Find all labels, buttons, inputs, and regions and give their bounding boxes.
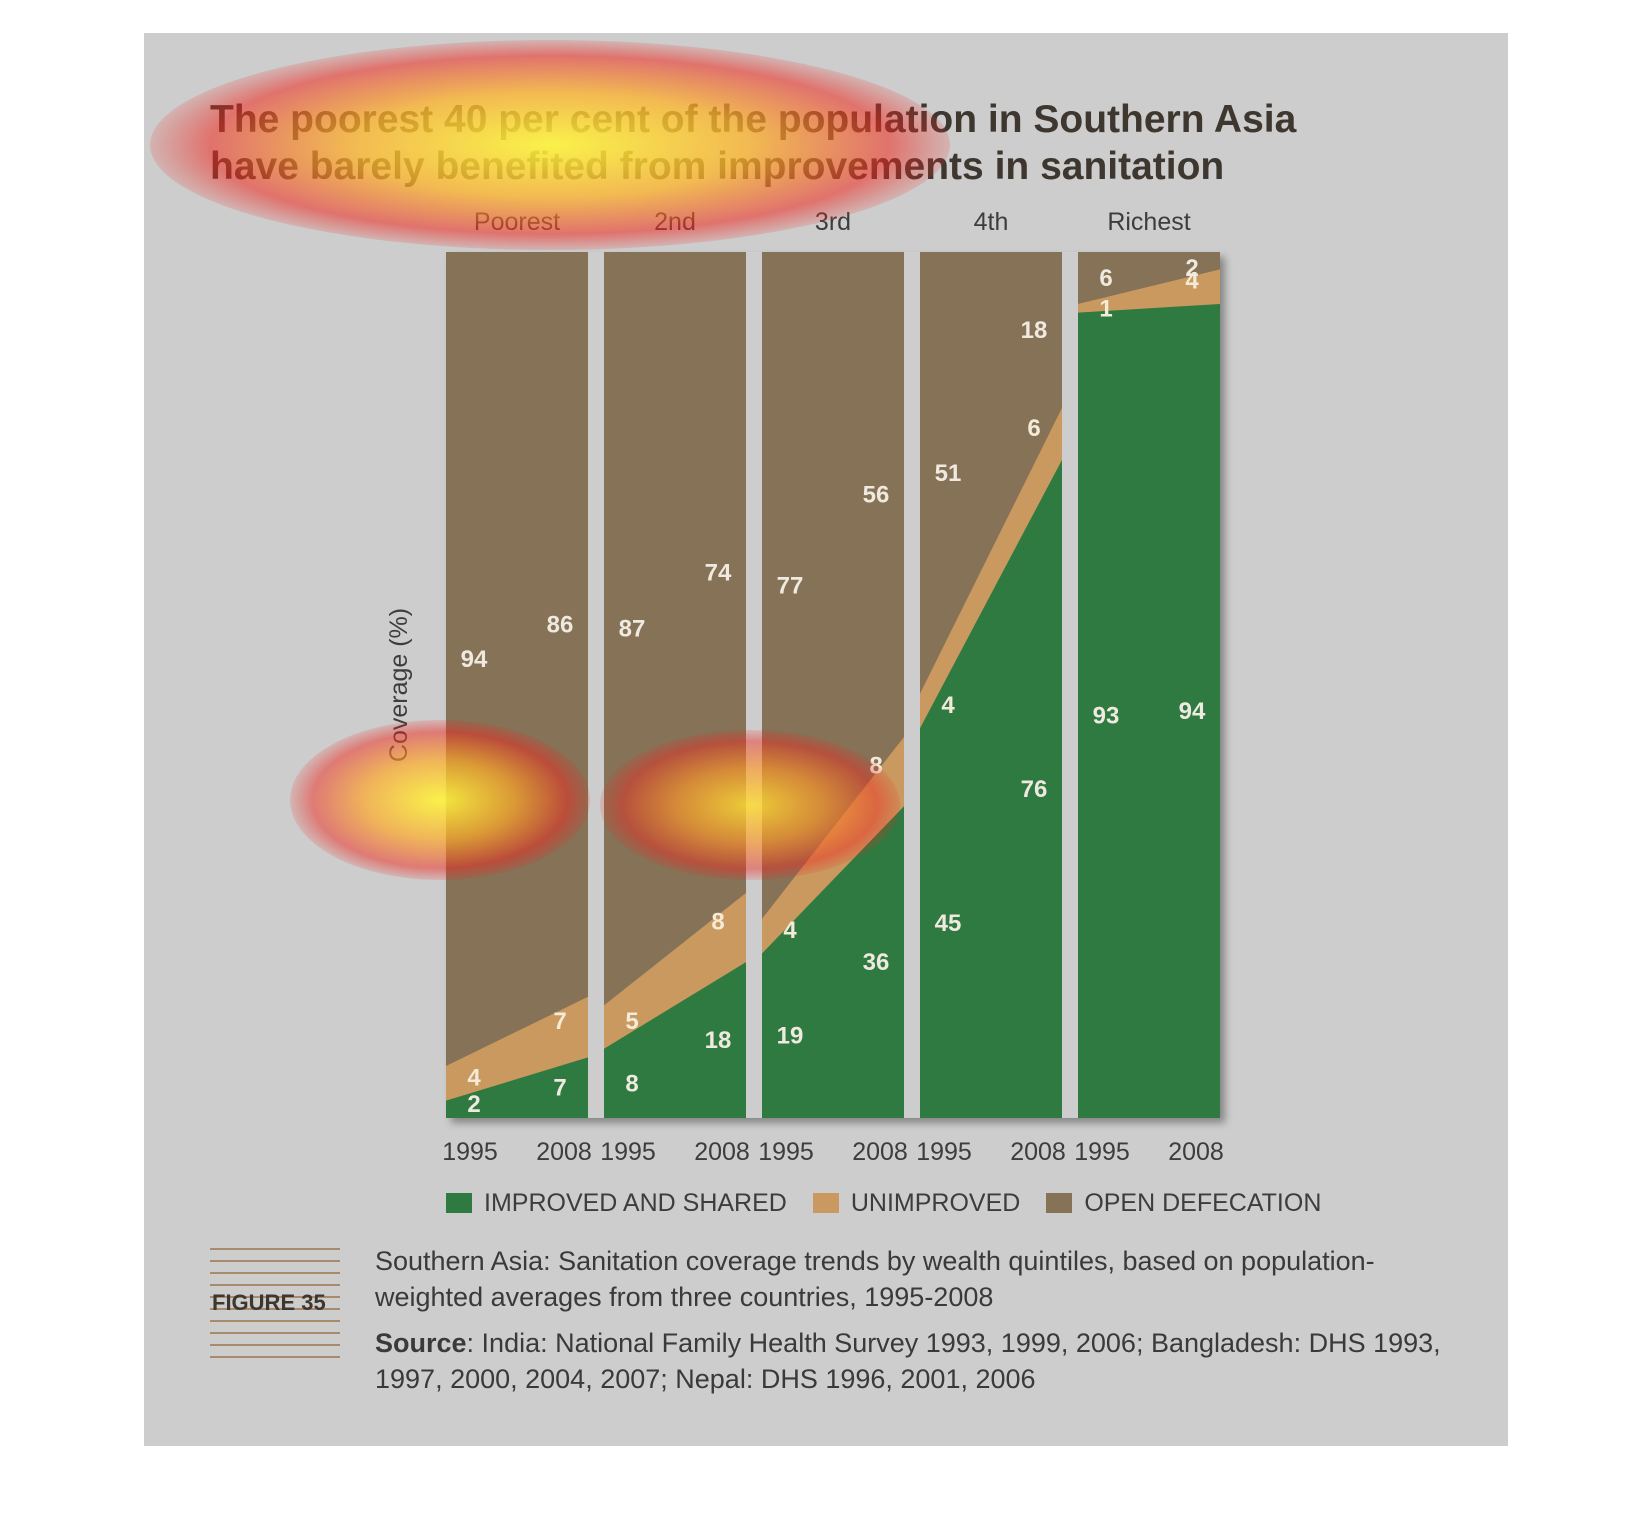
improved-area-richest [1078, 303, 1220, 1119]
figure-caption: Southern Asia: Sanitation coverage trend… [375, 1243, 1455, 1397]
legend-item-open-defecation: OPEN DEFECATION [1046, 1189, 1321, 1218]
panel-label-3rd: 3rd [815, 208, 851, 236]
improved-area-4th [920, 459, 1062, 1119]
label-open-defecation-3rd-1995: 77 [777, 572, 804, 599]
label-open-defecation-richest-1995: 6 [1099, 265, 1112, 292]
label-open-defecation-poorest-1995: 94 [461, 646, 488, 673]
label-unimproved-3rd-1995: 4 [783, 917, 797, 944]
label-unimproved-richest-2008: 4 [1185, 268, 1199, 295]
improved-area-3rd [762, 806, 904, 1118]
label-open-defecation-richest-2008: 2 [1185, 255, 1198, 282]
label-open-defecation-poorest-2008: 86 [547, 611, 574, 638]
x-tick-poorest-1995: 1995 [442, 1138, 498, 1166]
figure-label-stripes [210, 1248, 340, 1368]
legend-label-improved: IMPROVED AND SHARED [484, 1188, 787, 1217]
x-tick-3rd-1995: 1995 [758, 1138, 814, 1166]
legend-swatch-improved [446, 1193, 472, 1213]
label-improved-4th-2008: 76 [1021, 776, 1048, 803]
x-tick-4th-2008: 2008 [1010, 1138, 1066, 1166]
label-improved-poorest-1995: 2 [467, 1091, 480, 1118]
panel-label-2nd: 2nd [654, 208, 696, 236]
label-unimproved-3rd-2008: 8 [869, 753, 882, 780]
panel-label-poorest: Poorest [474, 208, 560, 236]
label-unimproved-poorest-1995: 4 [467, 1064, 481, 1091]
x-tick-richest-1995: 1995 [1074, 1138, 1130, 1166]
label-unimproved-richest-1995: 1 [1099, 295, 1112, 322]
improved-area-poorest [446, 1057, 588, 1118]
source-line: Source: India: National Family Health Su… [375, 1325, 1455, 1397]
label-improved-4th-1995: 45 [935, 910, 962, 937]
source-label: Source [375, 1328, 467, 1358]
legend: IMPROVED AND SHARED UNIMPROVED OPEN DEFE… [446, 1186, 1347, 1220]
label-improved-2nd-1995: 8 [625, 1070, 638, 1097]
x-tick-2nd-1995: 1995 [600, 1138, 656, 1166]
legend-item-unimproved: UNIMPROVED [812, 1188, 1021, 1218]
label-improved-richest-2008: 94 [1179, 698, 1206, 725]
open-defecation-area-poorest [446, 252, 588, 1118]
source-text: : India: National Family Health Survey 1… [375, 1328, 1441, 1394]
label-open-defecation-2nd-1995: 87 [619, 616, 646, 643]
figure-label: FIGURE 35 [212, 1290, 326, 1315]
x-tick-3rd-2008: 2008 [852, 1138, 908, 1166]
caption-text: Southern Asia: Sanitation coverage trend… [375, 1246, 1375, 1312]
legend-swatch-open-defecation [1046, 1193, 1073, 1213]
improved-area-2nd [604, 962, 746, 1118]
x-tick-4th-1995: 1995 [916, 1138, 972, 1166]
label-open-defecation-4th-2008: 18 [1021, 317, 1048, 344]
label-unimproved-2nd-1995: 5 [625, 1008, 638, 1035]
panel-label-richest: Richest [1107, 208, 1190, 236]
legend-label-open-defecation: OPEN DEFECATION [1084, 1188, 1322, 1217]
legend-swatch-unimproved [812, 1193, 839, 1213]
panel-label-4th: 4th [974, 208, 1009, 236]
label-unimproved-poorest-2008: 7 [553, 1008, 566, 1035]
label-unimproved-4th-2008: 6 [1027, 415, 1040, 442]
label-unimproved-2nd-2008: 8 [711, 908, 724, 935]
y-axis-label: Coverage (%) [385, 608, 413, 762]
label-improved-3rd-1995: 19 [777, 1023, 804, 1050]
label-unimproved-4th-1995: 4 [941, 692, 955, 719]
label-open-defecation-2nd-2008: 74 [705, 559, 732, 586]
label-improved-3rd-2008: 36 [863, 949, 890, 976]
label-improved-poorest-2008: 7 [553, 1075, 566, 1102]
label-open-defecation-4th-1995: 51 [935, 460, 962, 487]
legend-label-unimproved: UNIMPROVED [850, 1188, 1021, 1217]
x-tick-richest-2008: 2008 [1168, 1138, 1224, 1166]
x-tick-2nd-2008: 2008 [694, 1138, 750, 1166]
label-improved-2nd-2008: 18 [705, 1027, 732, 1054]
label-open-defecation-3rd-2008: 56 [863, 481, 890, 508]
legend-item-improved: IMPROVED AND SHARED [446, 1189, 787, 1218]
x-tick-poorest-2008: 2008 [536, 1138, 592, 1166]
label-improved-richest-1995: 93 [1093, 702, 1120, 729]
